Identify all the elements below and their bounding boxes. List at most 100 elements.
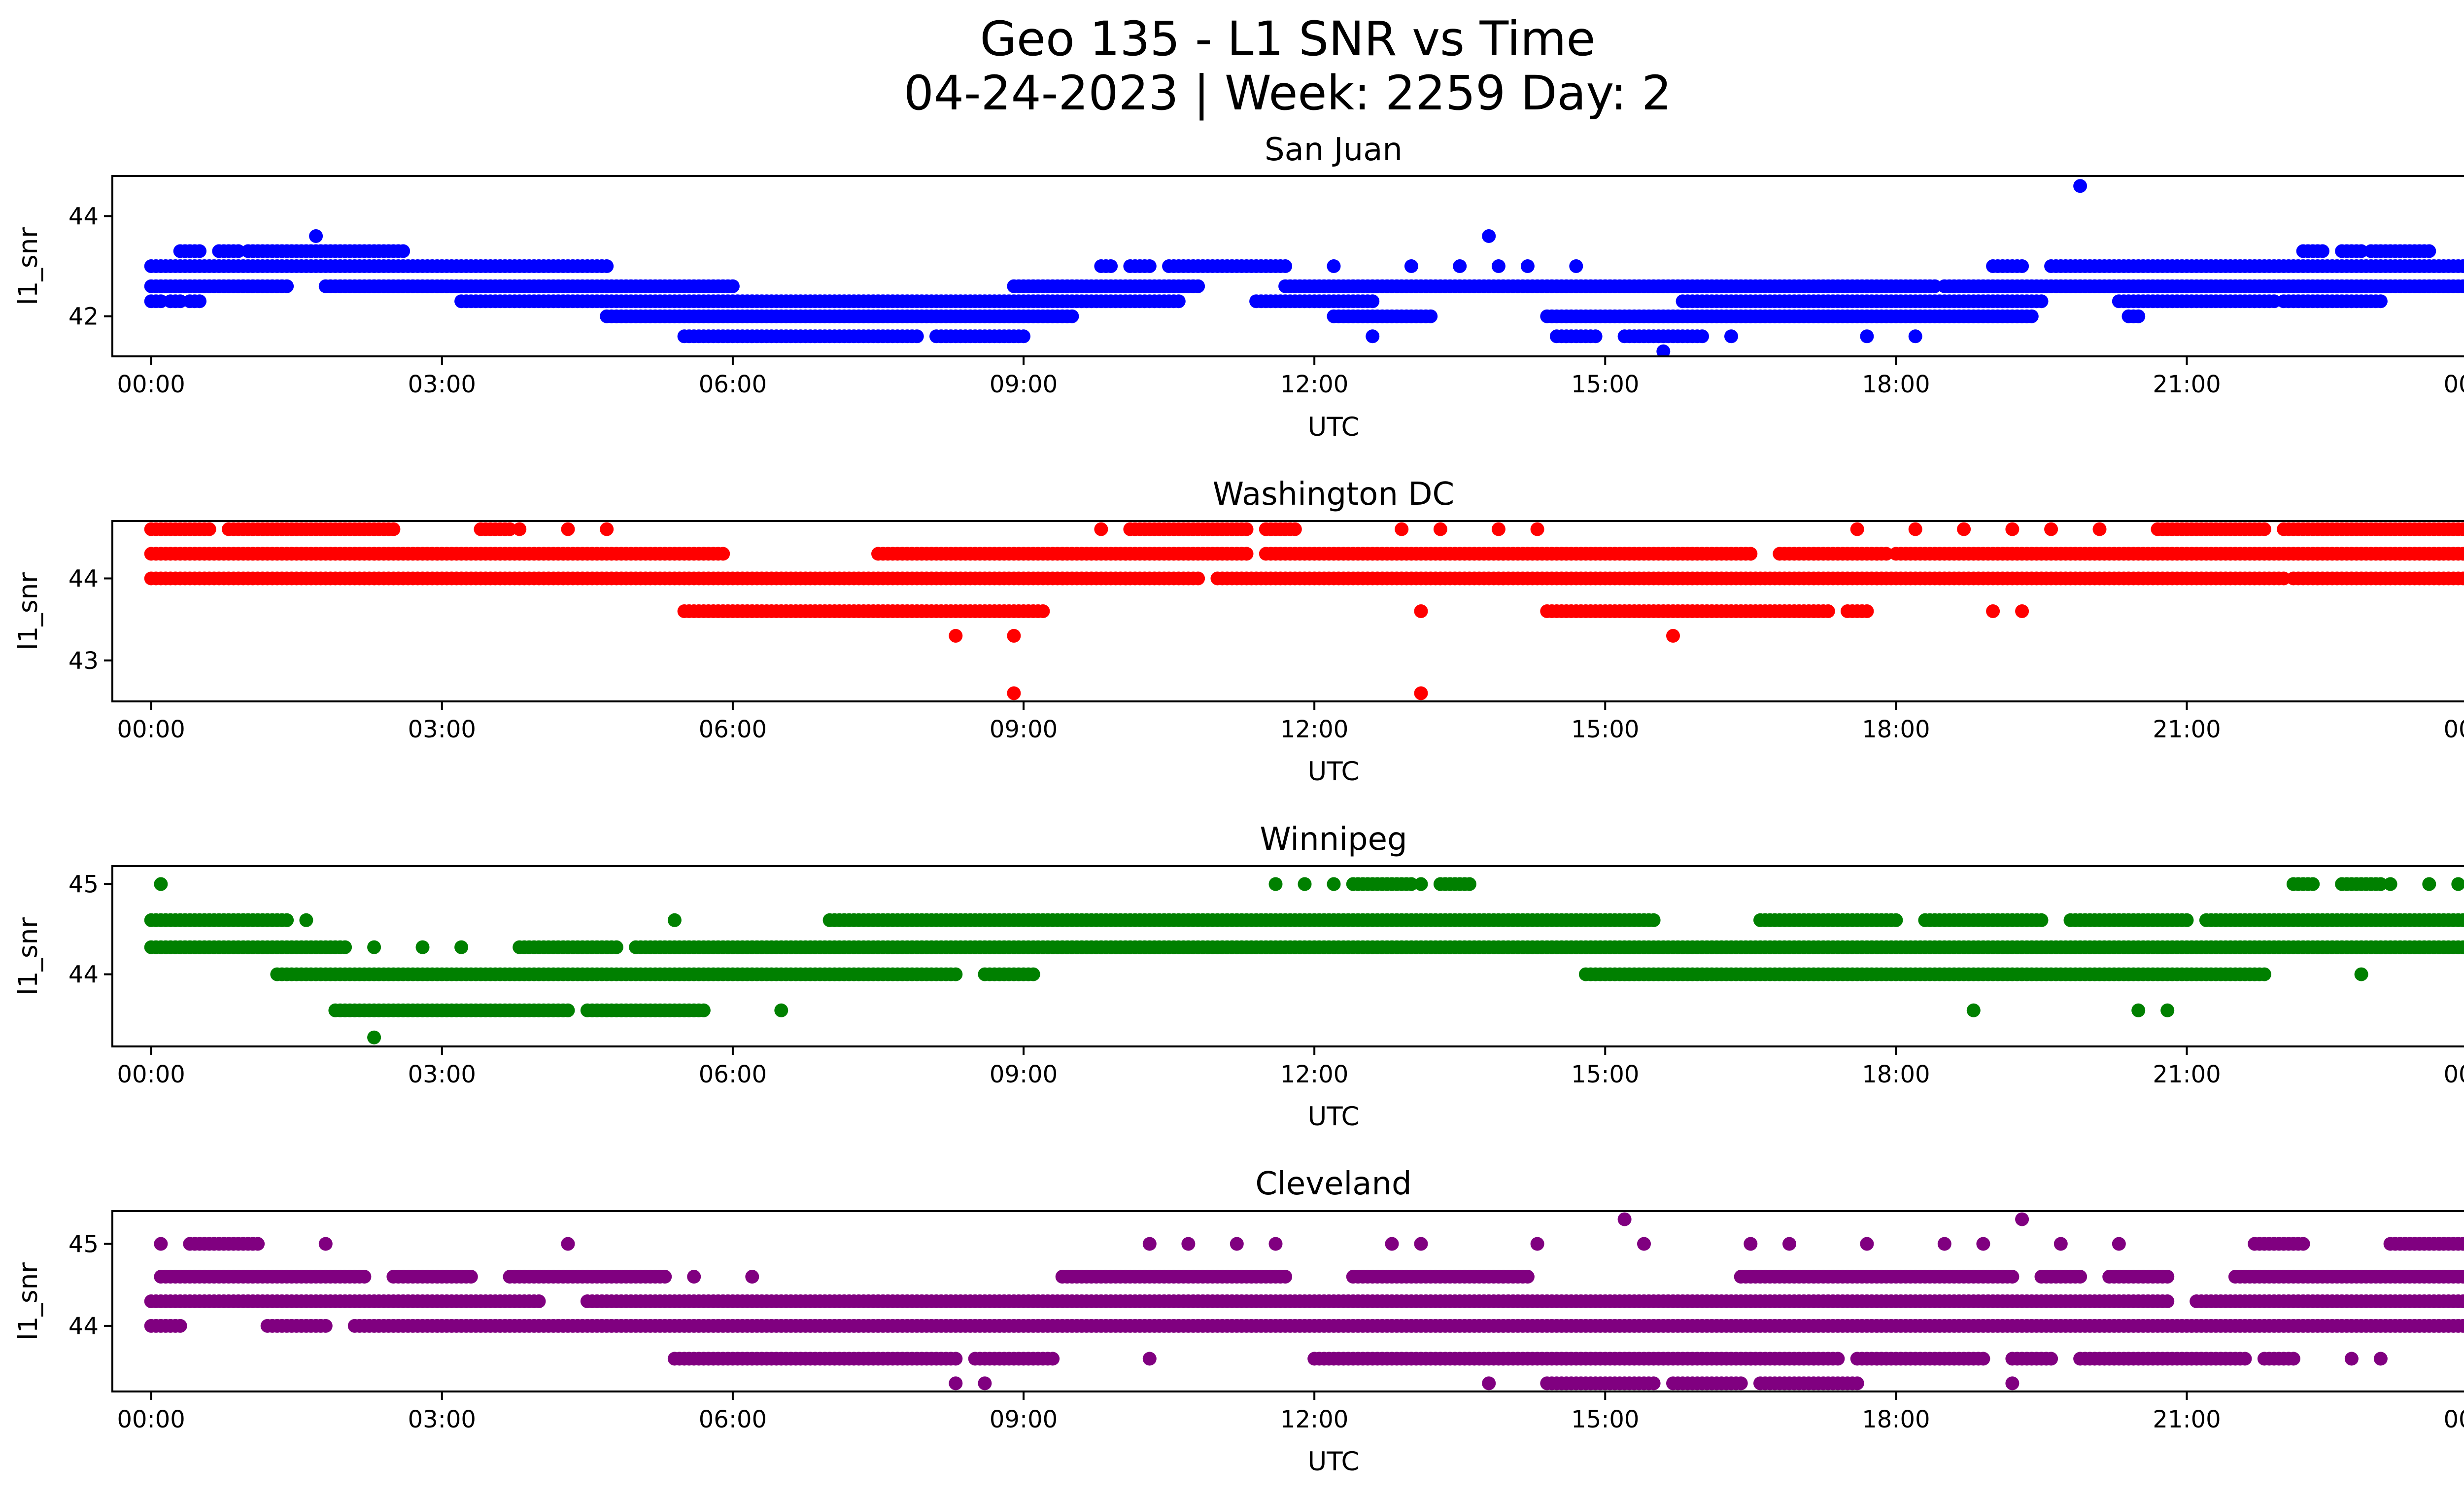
x-tick-label: 09:00 (990, 716, 1058, 743)
data-point (202, 522, 216, 536)
data-point (193, 244, 206, 258)
data-point (1017, 329, 1030, 344)
data-point (774, 1003, 788, 1017)
data-point (2422, 244, 2436, 258)
subplot-winnipeg: Winnipeg l1_snr UTC (13, 821, 1407, 1132)
data-point (2461, 548, 2464, 559)
data-point (1007, 686, 1021, 700)
data-point (1744, 547, 1758, 561)
data-point (1666, 628, 1680, 643)
x-tick-label: 03:00 (408, 1061, 476, 1088)
data-point (2383, 877, 2397, 891)
y-tick-label: 44 (68, 203, 99, 230)
data-point (1520, 1270, 1535, 1284)
x-tick-label: 12:00 (1280, 371, 1348, 398)
data-point (2277, 571, 2291, 586)
data-point (154, 877, 168, 891)
data-point (2024, 309, 2039, 323)
x-tick-label: 00:00 (117, 1061, 185, 1088)
data-point (2461, 523, 2464, 535)
data-point (2373, 294, 2388, 309)
x-tick-label: 06:00 (699, 1061, 767, 1088)
data-point (2005, 1270, 2019, 1284)
data-point (667, 913, 682, 927)
data-point (2461, 1271, 2464, 1283)
data-point (2015, 604, 2029, 618)
x-tick-label: 00:00 (117, 716, 185, 743)
x-tick-label: 15:00 (1571, 371, 1639, 398)
data-point (1860, 604, 1874, 618)
data-point (1821, 604, 1835, 618)
data-point (1453, 259, 1467, 273)
data-point (1239, 547, 1254, 561)
data-point (1928, 279, 1942, 293)
data-point (1065, 309, 1079, 323)
data-point (1191, 571, 1205, 586)
data-point (2044, 522, 2058, 536)
data-point (1530, 522, 1544, 536)
data-point (1036, 604, 1050, 618)
x-tick-label: 18:00 (1862, 1061, 1930, 1088)
data-point (318, 1319, 333, 1333)
data-point (193, 294, 206, 309)
data-point (600, 259, 614, 273)
subplot-cleveland: Cleveland l1_snr UTC (13, 1166, 1412, 1477)
data-points (144, 522, 2464, 700)
x-tick-label: 21:00 (2153, 371, 2221, 398)
data-point (2160, 1270, 2175, 1284)
y-axis-label: l1_snr (13, 572, 43, 650)
data-point (2461, 1295, 2464, 1307)
x-tick-label: 00:00 (2443, 716, 2464, 743)
data-point (1327, 259, 1341, 273)
data-point (2461, 260, 2464, 272)
x-tick-label: 00:00 (2443, 1061, 2464, 1088)
data-point (910, 329, 924, 344)
x-tick-label: 09:00 (990, 1061, 1058, 1088)
data-point (1957, 522, 1971, 536)
data-point (2461, 280, 2464, 292)
y-axis-label: l1_snr (13, 917, 43, 995)
data-point (1366, 294, 1380, 309)
subplot-washington-dc: Washington DC l1_snr UTC (13, 476, 1454, 787)
figure-title-line2: 04-24-2023 | Week: 2259 Day: 2 (904, 66, 1672, 121)
data-point (725, 279, 740, 293)
subplot-title: San Juan (1265, 132, 1403, 168)
data-point (1404, 259, 1418, 273)
axes-frame (111, 175, 2464, 357)
data-point (1026, 967, 1040, 981)
data-point (1298, 877, 1312, 891)
data-point (231, 244, 245, 258)
data-point (280, 279, 294, 293)
data-point (1908, 522, 1922, 536)
data-point (2131, 309, 2146, 323)
data-point (1288, 522, 1302, 536)
plot-areas: 00:00 03:00 06:00 09:00 12:00 15:00 18:00 21:00… (68, 175, 2464, 1433)
data-point (173, 294, 187, 309)
x-tick-label: 18:00 (1862, 371, 1930, 398)
x-axis-label: UTC (1307, 412, 1359, 442)
data-point (1414, 686, 1428, 700)
data-point (367, 1030, 381, 1044)
data-point (1491, 259, 1506, 273)
data-point (1656, 344, 1671, 356)
x-axis-label: UTC (1307, 757, 1359, 787)
data-point (2073, 179, 2088, 193)
data-point (2461, 573, 2464, 584)
data-point (2005, 522, 2019, 536)
data-point (2034, 913, 2049, 927)
plot-area-0: 00:00 03:00 06:00 09:00 12:00 15:00 18:00 21:00… (68, 175, 2464, 398)
data-point (1414, 604, 1428, 618)
data-point (386, 522, 401, 536)
y-tick-label: 45 (68, 871, 99, 899)
data-point (338, 940, 352, 954)
data-point (1366, 329, 1380, 344)
data-point (2306, 877, 2320, 891)
x-tick-label: 12:00 (1280, 1061, 1348, 1088)
data-point (464, 1270, 478, 1284)
data-point (415, 940, 430, 954)
data-point (1142, 259, 1157, 273)
x-tick-label: 09:00 (990, 371, 1058, 398)
data-point (2257, 967, 2271, 981)
data-points (144, 179, 2464, 356)
data-point (1171, 294, 1186, 309)
